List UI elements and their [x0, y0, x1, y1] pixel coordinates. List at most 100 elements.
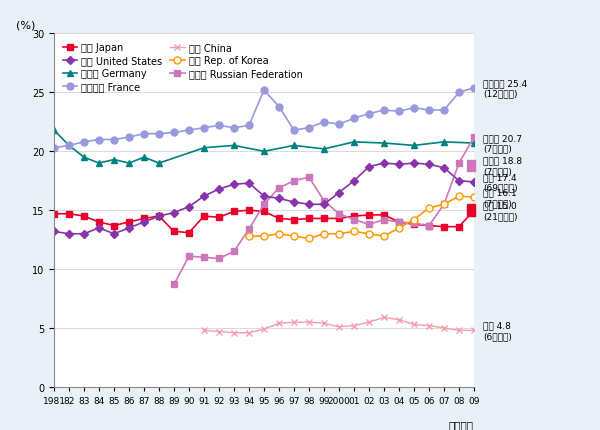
米国 United States: [395, 162, 403, 167]
ロシア Russian Federation: [395, 220, 403, 225]
フランス France: [50, 146, 58, 151]
韓国 Rep. of Korea: [380, 234, 388, 239]
韓国 Rep. of Korea: [440, 202, 448, 207]
Line: フランス France: フランス France: [50, 85, 478, 152]
Text: ロシア 18.8
(7億ドル): ロシア 18.8 (7億ドル): [483, 157, 522, 176]
ロシア Russian Federation: [410, 221, 418, 226]
Text: 日本 15.0
(21億ドル): 日本 15.0 (21億ドル): [483, 201, 518, 221]
ロシア Russian Federation: [335, 212, 343, 217]
韓国 Rep. of Korea: [350, 229, 358, 234]
中国 China: [230, 330, 238, 335]
Line: 米国 United States: 米国 United States: [51, 161, 477, 237]
日本 Japan: [230, 209, 238, 215]
日本 Japan: [215, 215, 223, 220]
米国 United States: [380, 161, 388, 166]
米国 United States: [320, 202, 328, 207]
フランス France: [470, 86, 478, 91]
ドイツ Germany: [290, 144, 298, 149]
フランス France: [305, 126, 313, 131]
ドイツ Germany: [230, 144, 238, 149]
フランス France: [200, 126, 208, 131]
フランス France: [80, 140, 88, 145]
米国 United States: [410, 161, 418, 166]
Line: 韓国 Rep. of Korea: 韓国 Rep. of Korea: [245, 193, 478, 243]
ロシア Russian Federation: [365, 222, 373, 227]
中国 China: [470, 328, 478, 333]
日本 Japan: [305, 216, 313, 221]
日本 Japan: [470, 208, 478, 213]
ドイツ Germany: [350, 140, 358, 145]
米国 United States: [470, 180, 478, 185]
米国 United States: [230, 182, 238, 187]
ドイツ Germany: [320, 147, 328, 152]
フランス France: [155, 132, 163, 137]
韓国 Rep. of Korea: [335, 232, 343, 237]
日本 Japan: [410, 222, 418, 227]
フランス France: [65, 144, 73, 149]
ロシア Russian Federation: [470, 135, 478, 141]
日本 Japan: [395, 220, 403, 225]
Bar: [467, 205, 475, 217]
日本 Japan: [335, 216, 343, 221]
米国 United States: [50, 229, 58, 234]
米国 United States: [140, 220, 148, 225]
ロシア Russian Federation: [230, 249, 238, 255]
米国 United States: [215, 187, 223, 192]
Text: ドイツ 20.7
(7億ドル): ドイツ 20.7 (7億ドル): [483, 134, 522, 154]
フランス France: [260, 88, 268, 93]
中国 China: [410, 322, 418, 327]
ロシア Russian Federation: [440, 202, 448, 207]
日本 Japan: [170, 229, 178, 234]
中国 China: [275, 321, 283, 326]
米国 United States: [365, 165, 373, 170]
中国 China: [455, 328, 463, 333]
ドイツ Germany: [110, 157, 118, 163]
フランス France: [395, 109, 403, 114]
米国 United States: [335, 190, 343, 196]
フランス France: [125, 135, 133, 141]
日本 Japan: [365, 213, 373, 218]
フランス France: [425, 108, 433, 114]
中国 China: [350, 323, 358, 329]
中国 China: [320, 321, 328, 326]
米国 United States: [200, 194, 208, 199]
米国 United States: [455, 179, 463, 184]
韓国 Rep. of Korea: [260, 234, 268, 239]
フランス France: [365, 112, 373, 117]
Legend: 日本 Japan, 米国 United States, ドイツ Germany, フランス France, 中国 China, 韓国 Rep. of Korea: 日本 Japan, 米国 United States, ドイツ Germany,…: [59, 39, 307, 95]
ロシア Russian Federation: [290, 179, 298, 184]
Text: (%): (%): [16, 21, 35, 31]
フランス France: [140, 132, 148, 137]
Text: 米国 17.4
(69億ドル): 米国 17.4 (69億ドル): [483, 173, 518, 192]
Text: フランス 25.4
(12億ドル): フランス 25.4 (12億ドル): [483, 79, 527, 98]
米国 United States: [290, 200, 298, 205]
中国 China: [380, 315, 388, 320]
米国 United States: [305, 202, 313, 207]
中国 China: [365, 320, 373, 325]
韓国 Rep. of Korea: [470, 195, 478, 200]
ロシア Russian Federation: [350, 218, 358, 223]
韓国 Rep. of Korea: [395, 226, 403, 231]
米国 United States: [260, 194, 268, 199]
韓国 Rep. of Korea: [275, 232, 283, 237]
中国 China: [200, 328, 208, 333]
ロシア Russian Federation: [455, 161, 463, 166]
フランス France: [110, 138, 118, 143]
日本 Japan: [185, 230, 193, 236]
フランス France: [215, 123, 223, 129]
フランス France: [410, 106, 418, 111]
韓国 Rep. of Korea: [305, 237, 313, 242]
中国 China: [395, 317, 403, 322]
フランス France: [440, 108, 448, 114]
ロシア Russian Federation: [185, 254, 193, 259]
ドイツ Germany: [200, 146, 208, 151]
中国 China: [335, 325, 343, 330]
米国 United States: [275, 197, 283, 202]
ロシア Russian Federation: [275, 186, 283, 191]
ドイツ Germany: [470, 141, 478, 146]
米国 United States: [350, 179, 358, 184]
日本 Japan: [245, 208, 253, 213]
日本 Japan: [110, 224, 118, 229]
日本 Japan: [140, 216, 148, 221]
米国 United States: [425, 162, 433, 167]
